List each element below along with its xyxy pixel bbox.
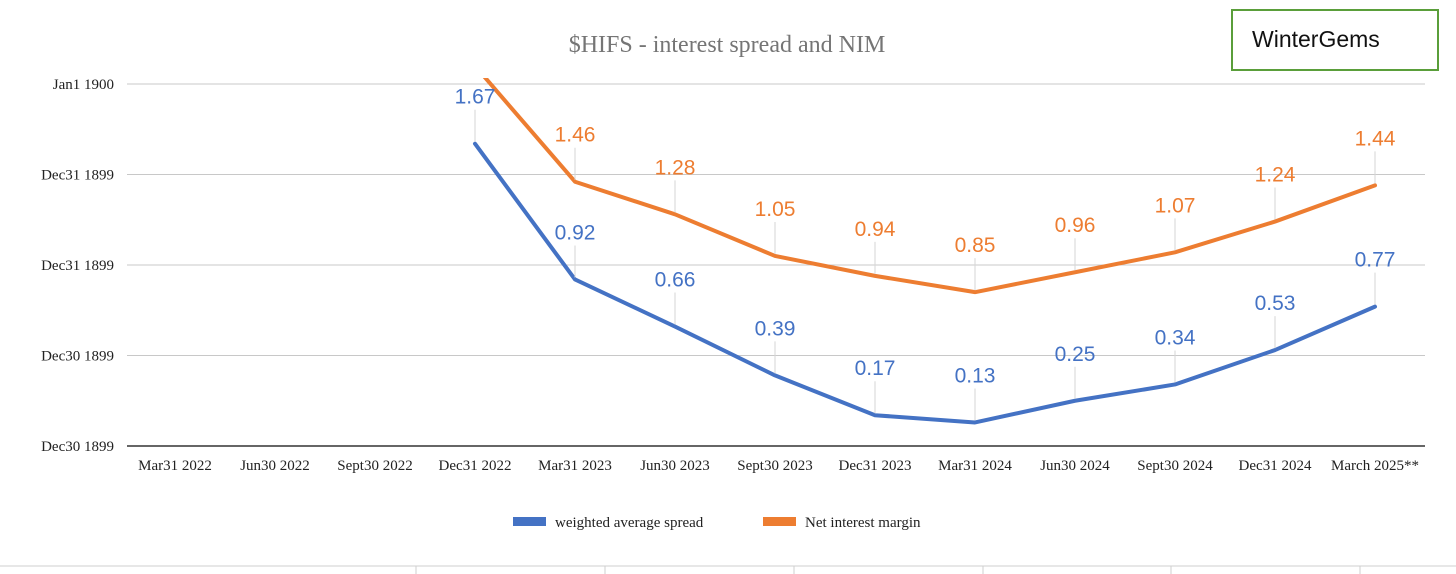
data-label-net-interest-margin: 1.44 [1355, 127, 1396, 150]
series-lines [473, 78, 1377, 425]
data-label-net-interest-margin: 1.05 [755, 198, 796, 221]
x-tick-label: Dec31 2023 [839, 458, 912, 474]
y-tick-label: Jan1 1900 [53, 77, 114, 93]
data-label-weighted-average-spread: 0.53 [1255, 292, 1296, 315]
data-labels: 1.67 0.92 0.66 0.39 0.17 0.13 0.25 0.34 0.53 0.77… [455, 86, 1396, 421]
x-tick-label: Dec31 2024 [1239, 458, 1312, 474]
x-axis-tick-labels: Mar31 2022 Jun30 2022 Sept30 2022 Dec31 202… [138, 458, 1419, 474]
x-tick-label: Mar31 2023 [538, 458, 612, 474]
data-label-weighted-average-spread: 0.39 [755, 317, 796, 340]
x-tick-label: Jun30 2023 [640, 458, 710, 474]
series-line-weighted-average-spread [473, 141, 1377, 425]
legend-label-net-interest-margin: Net interest margin [805, 515, 921, 531]
x-tick-label: Sept30 2022 [337, 458, 412, 474]
legend: weighted average spread Net interest mar… [513, 515, 921, 531]
x-tick-label: Mar31 2022 [138, 458, 212, 474]
data-label-net-interest-margin: 1.46 [555, 124, 596, 147]
legend-label-weighted-average-spread: weighted average spread [555, 515, 704, 531]
y-axis-tick-labels: Jan1 1900 Dec31 1899 Dec31 1899 Dec30 1899 D… [41, 77, 114, 455]
wintergems-badge: WinterGems [1231, 9, 1439, 71]
data-label-weighted-average-spread: 0.13 [955, 364, 996, 387]
data-label-net-interest-margin: 0.96 [1055, 214, 1096, 237]
data-label-weighted-average-spread: 0.34 [1155, 326, 1196, 349]
data-label-net-interest-margin: 0.85 [955, 234, 996, 257]
legend-item-net-interest-margin[interactable]: Net interest margin [763, 515, 921, 531]
data-label-net-interest-margin: 1.24 [1255, 164, 1296, 187]
legend-swatch-net-interest-margin [763, 517, 796, 526]
data-label-weighted-average-spread: 0.92 [555, 221, 596, 244]
y-tick-label: Dec30 1899 [41, 349, 114, 365]
bottom-frame [0, 565, 1456, 574]
data-label-weighted-average-spread: 0.17 [855, 357, 896, 380]
data-label-weighted-average-spread: 1.67 [455, 86, 496, 109]
series-line-net-interest-margin [482, 78, 1377, 295]
badge-text: WinterGems [1252, 26, 1380, 52]
x-tick-label: Jun30 2022 [240, 458, 310, 474]
data-label-weighted-average-spread: 0.66 [655, 269, 696, 292]
y-tick-label: Dec31 1899 [41, 168, 114, 184]
x-tick-label: Sept30 2023 [737, 458, 812, 474]
y-tick-label: Dec31 1899 [41, 258, 114, 274]
x-tick-label: Sept30 2024 [1137, 458, 1213, 474]
gridlines [127, 83, 1425, 447]
data-label-weighted-average-spread: 0.77 [1355, 249, 1396, 272]
x-tick-label: Jun30 2024 [1040, 458, 1110, 474]
y-tick-label: Dec30 1899 [41, 439, 114, 455]
data-label-weighted-average-spread: 0.25 [1055, 343, 1096, 366]
badge-border [1231, 9, 1439, 71]
legend-item-weighted-average-spread[interactable]: weighted average spread [513, 515, 704, 531]
data-label-net-interest-margin: 0.94 [855, 218, 896, 241]
chart-title: $HIFS - interest spread and NIM [569, 32, 886, 58]
x-tick-label: Dec31 2022 [439, 458, 512, 474]
x-tick-label: Mar31 2024 [938, 458, 1012, 474]
legend-swatch-weighted-average-spread [513, 517, 546, 526]
data-label-net-interest-margin: 1.07 [1155, 194, 1196, 217]
data-label-net-interest-margin: 1.28 [655, 156, 696, 179]
x-tick-label: March 2025** [1331, 458, 1419, 474]
